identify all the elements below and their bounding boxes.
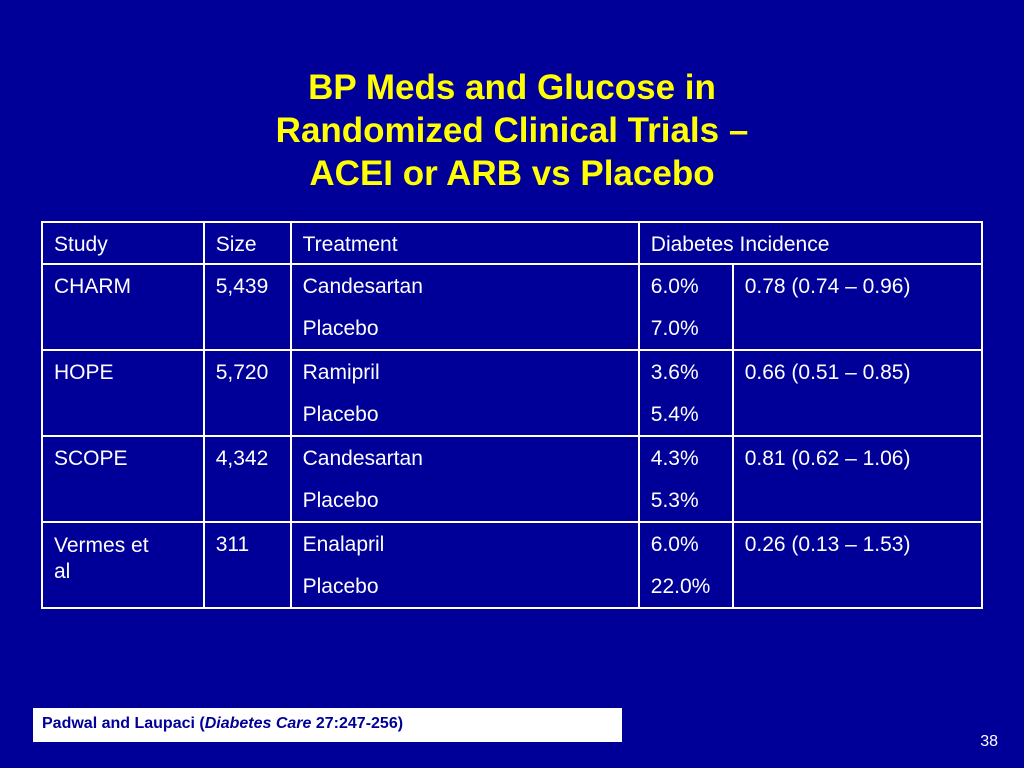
incidence-placebo: 5.3% (650, 489, 699, 512)
citation-authors: Padwal and Laupaci ( (42, 715, 205, 732)
incidence-cell: 3.6% 5.4% (637, 349, 734, 437)
header-cell: Study (41, 221, 205, 265)
size-cell: 311 (202, 521, 292, 609)
treatment-drug: Candesartan (302, 447, 423, 470)
study-size: 311 (215, 533, 250, 556)
treatment-placebo: Placebo (302, 317, 379, 340)
table-row: Vermes et al 311 Enalapril Placebo 6.0% … (41, 521, 984, 609)
header-study: Study (54, 233, 108, 256)
study-cell: CHARM (41, 263, 205, 351)
citation-box: Padwal and Laupaci (Diabetes Care 27:247… (33, 708, 622, 742)
ratio-cell: 0.78 (0.74 – 0.96) (731, 263, 984, 351)
treatment-placebo: Placebo (302, 575, 379, 598)
study-cell: HOPE (41, 349, 205, 437)
header-size: Size (215, 233, 257, 256)
study-size: 5,720 (215, 361, 269, 384)
table-row: HOPE 5,720 Ramipril Placebo 3.6% 5.4% 0.… (41, 349, 984, 437)
study-name: HOPE (54, 361, 114, 384)
header-diabetes-incidence: Diabetes Incidence (650, 233, 830, 256)
incidence-cell: 4.3% 5.3% (637, 435, 734, 523)
study-cell: SCOPE (41, 435, 205, 523)
treatment-drug: Candesartan (302, 275, 423, 298)
treatment-cell: Ramipril Placebo (289, 349, 640, 437)
ratio-cell: 0.66 (0.51 – 0.85) (731, 349, 984, 437)
study-name: CHARM (54, 275, 131, 298)
treatment-drug: Enalapril (302, 533, 385, 556)
incidence-treatment: 4.3% (650, 447, 699, 470)
title-line-1: BP Meds and Glucose in (308, 68, 716, 107)
page-number: 38 (980, 733, 998, 750)
size-cell: 5,439 (202, 263, 292, 351)
study-size: 5,439 (215, 275, 269, 298)
ratio-cell: 0.26 (0.13 – 1.53) (731, 521, 984, 609)
study-name-line-2: al (54, 560, 71, 583)
treatment-placebo: Placebo (302, 489, 379, 512)
incidence-cell: 6.0% 7.0% (637, 263, 734, 351)
treatment-cell: Candesartan Placebo (289, 435, 640, 523)
citation-reference: 27:247-256) (311, 715, 404, 732)
study-name-line-1: Vermes et (54, 534, 149, 557)
title-line-3: ACEI or ARB vs Placebo (309, 154, 715, 193)
treatment-placebo: Placebo (302, 403, 379, 426)
study-cell: Vermes et al (41, 521, 205, 609)
citation-journal: Diabetes Care (204, 715, 312, 732)
table-row: SCOPE 4,342 Candesartan Placebo 4.3% 5.3… (41, 435, 984, 523)
incidence-cell: 6.0% 22.0% (637, 521, 734, 609)
size-cell: 5,720 (202, 349, 292, 437)
ratio-cell: 0.81 (0.62 – 1.06) (731, 435, 984, 523)
ratio-value: 0.26 (0.13 – 1.53) (744, 533, 911, 556)
incidence-placebo: 5.4% (650, 403, 699, 426)
treatment-cell: Candesartan Placebo (289, 263, 640, 351)
size-cell: 4,342 (202, 435, 292, 523)
header-treatment: Treatment (302, 233, 398, 256)
incidence-treatment: 6.0% (650, 533, 699, 556)
incidence-placebo: 22.0% (650, 575, 711, 598)
slide-title: BP Meds and Glucose in Randomized Clinic… (0, 66, 1024, 195)
table-header-row: Study Size Treatment Diabetes Incidence (41, 221, 984, 265)
incidence-placebo: 7.0% (650, 317, 699, 340)
table-row: CHARM 5,439 Candesartan Placebo 6.0% 7.0… (41, 263, 984, 351)
ratio-value: 0.78 (0.74 – 0.96) (744, 275, 911, 298)
ratio-value: 0.81 (0.62 – 1.06) (744, 447, 911, 470)
title-line-2: Randomized Clinical Trials – (275, 111, 749, 150)
header-cell: Size (202, 221, 292, 265)
study-name: SCOPE (54, 447, 128, 470)
treatment-cell: Enalapril Placebo (289, 521, 640, 609)
incidence-treatment: 6.0% (650, 275, 699, 298)
ratio-value: 0.66 (0.51 – 0.85) (744, 361, 911, 384)
treatment-drug: Ramipril (302, 361, 380, 384)
trials-table: Study Size Treatment Diabetes Incidence … (41, 221, 984, 609)
header-cell: Diabetes Incidence (637, 221, 984, 265)
incidence-treatment: 3.6% (650, 361, 699, 384)
study-size: 4,342 (215, 447, 269, 470)
header-cell: Treatment (289, 221, 640, 265)
